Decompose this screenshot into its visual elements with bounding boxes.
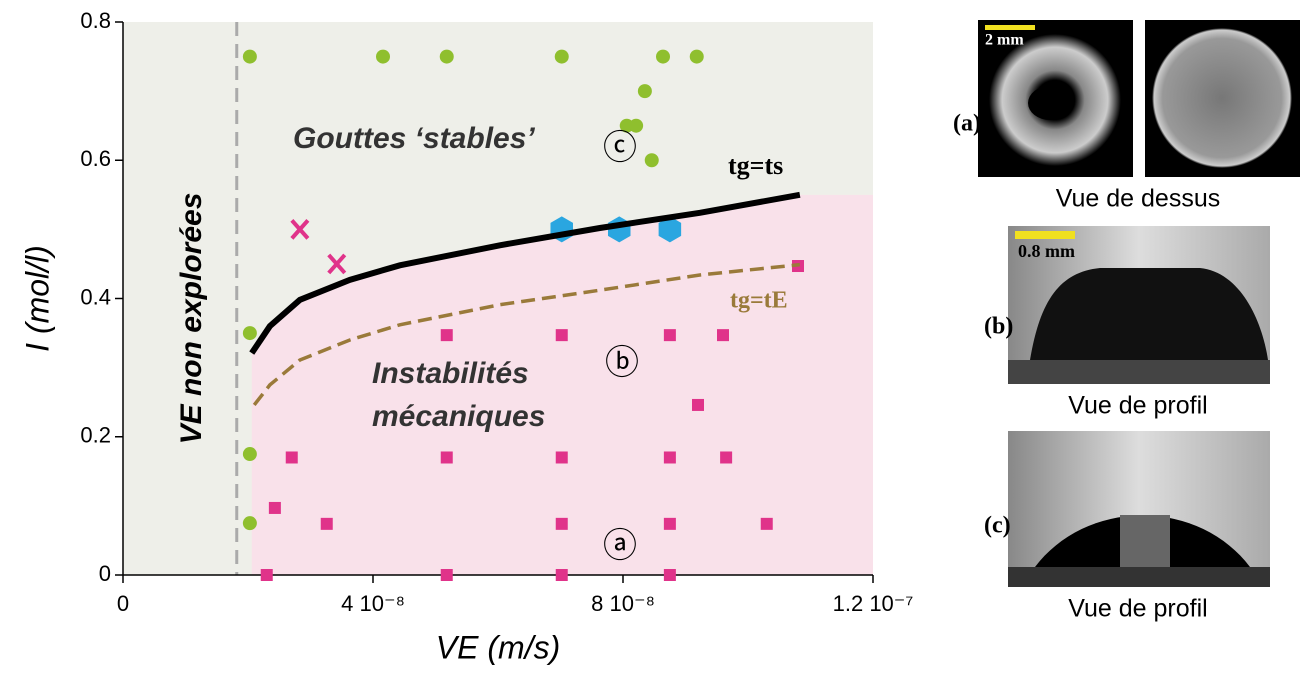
x-tick-label: 1.2 10⁻⁷ [833,591,914,616]
point [376,49,390,64]
point [440,569,453,581]
point [555,329,568,342]
annotation: ⓐ [603,527,637,565]
x-axis-label: VE (m/s) [436,629,560,665]
substrate [1008,567,1270,587]
scale-text: 2 mm [985,32,1024,49]
point [320,517,333,530]
y-tick-label: 0 [99,561,111,586]
point [689,49,704,64]
panel-label: (b) [984,314,1013,340]
point [555,517,568,530]
point [760,517,773,530]
caption: Vue de profil [1068,595,1207,623]
substrate [1008,360,1270,384]
scale-bar [1015,231,1075,239]
photo-drop [1152,28,1292,168]
point [242,516,257,531]
point [637,84,652,99]
annotation: Instabilités [372,357,529,390]
point [555,451,568,464]
y-tick-label: 0.4 [80,284,111,309]
photo-detail [1120,515,1170,567]
photo-hole [1028,86,1072,120]
caption: Vue de dessus [1056,185,1220,213]
y-tick-label: 0.8 [80,8,111,33]
point [555,569,568,581]
point [644,153,659,168]
point [717,329,729,342]
point [658,216,682,243]
point [285,451,298,464]
annotation: Gouttes ‘stables’ [293,122,535,155]
scale-bar [985,25,1035,30]
point [692,398,704,411]
annotation: mécaniques [372,400,545,433]
photo-drop [1030,268,1268,360]
panel-label: (c) [984,513,1011,539]
y-tick-label: 0.6 [80,146,111,171]
curve [249,191,801,355]
point [268,501,281,514]
x-tick-label: 4 10⁻⁸ [341,591,405,616]
point [629,118,644,133]
point [260,569,273,581]
point [720,451,733,464]
unexplored-label: VE non explorées [175,193,208,445]
point [663,451,676,464]
annotation: tg=tE [730,288,788,314]
caption: Vue de profil [1068,392,1207,420]
point [242,326,257,341]
curve [252,262,801,407]
point [663,329,676,342]
y-tick-label: 0.2 [80,423,111,448]
point [663,517,676,530]
point [242,49,257,64]
point [554,49,569,64]
point [440,451,453,464]
point [242,447,257,462]
scale-text: 0.8 mm [1018,241,1075,261]
y-axis-label: I (mol/l) [19,245,55,352]
unstable-region [251,194,873,575]
point [439,49,454,64]
point [290,219,310,240]
annotation: ⓑ [605,344,639,382]
panel-label: (a) [953,111,981,137]
point [656,49,670,64]
point [663,569,676,581]
photo-panels: 2 mm (a) Vue de dessus 0.8 mm (b) Vue de… [953,20,1300,623]
x-tick-label: 8 10⁻⁸ [591,591,655,616]
annotation: tg=ts [728,151,783,180]
point [327,253,347,275]
point [440,329,453,342]
x-tick-label: 0 [117,591,129,616]
annotation: ⓒ [603,129,637,167]
